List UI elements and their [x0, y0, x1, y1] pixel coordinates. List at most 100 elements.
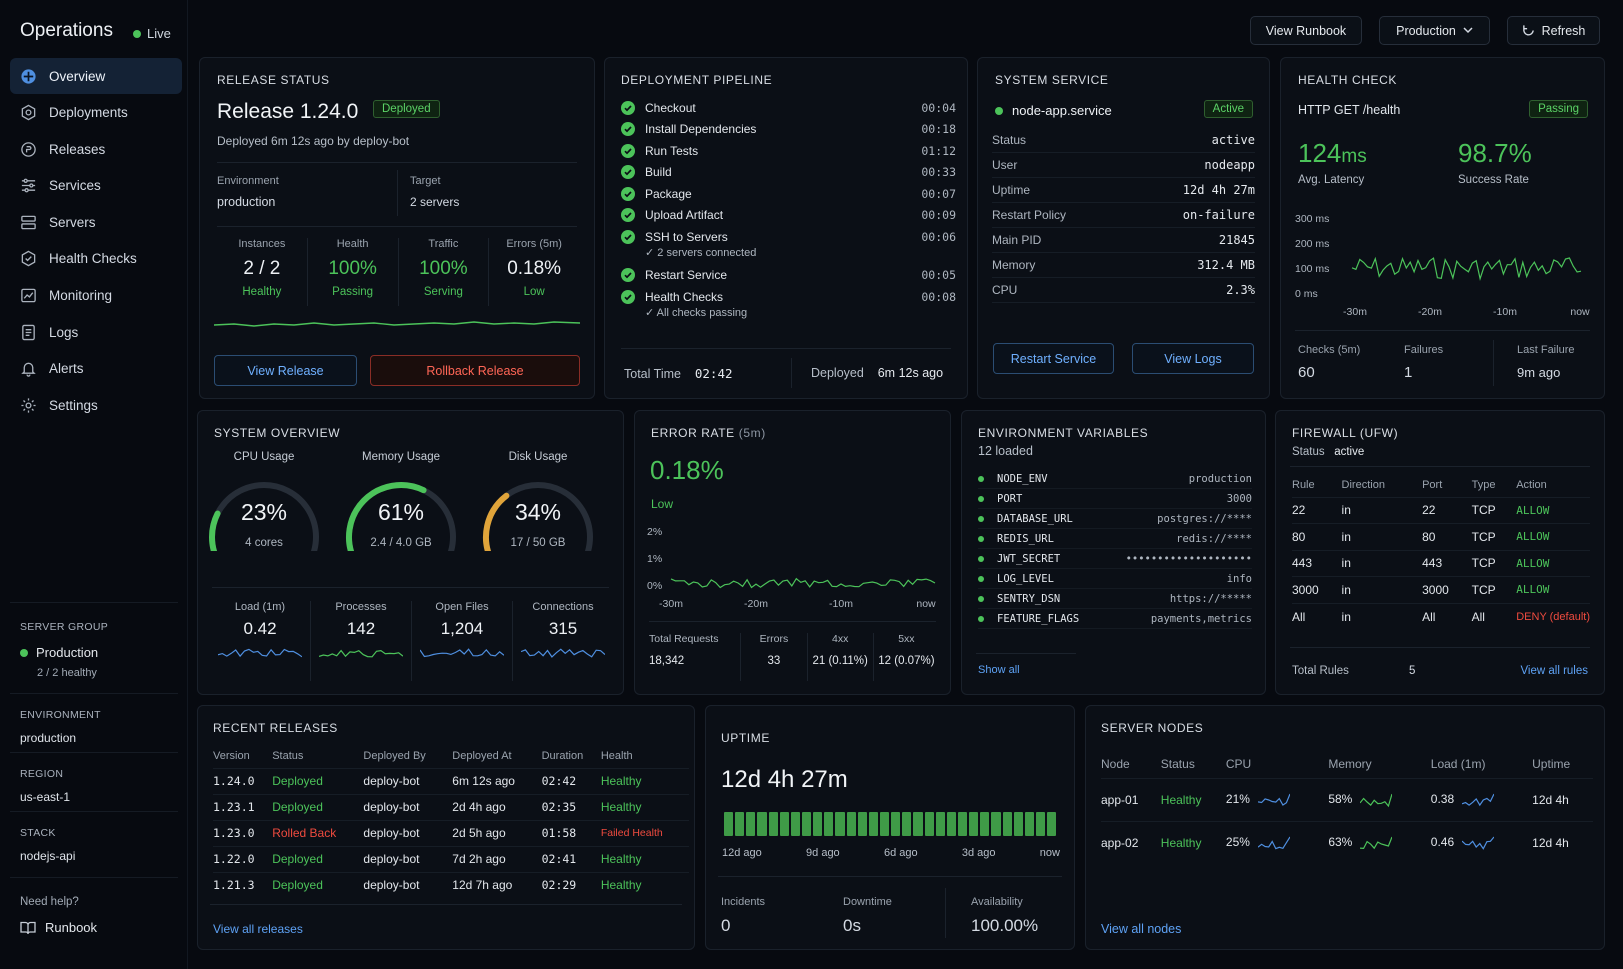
sidebar-item-overview[interactable]: Overview: [10, 58, 182, 94]
gauge-value: 23%: [240, 499, 288, 525]
refresh-button[interactable]: Refresh: [1507, 16, 1600, 45]
sidebar-item-settings[interactable]: Settings: [10, 387, 182, 423]
view-logs-button[interactable]: View Logs: [1132, 343, 1254, 374]
cell-value: 0.38: [1430, 791, 1455, 806]
environment-select-value: Production: [1396, 23, 1456, 38]
view-all-nodes-link[interactable]: View all nodes: [1101, 922, 1182, 936]
table-cell: Healthy: [600, 800, 642, 814]
view-all-releases-link[interactable]: View all releases: [213, 922, 303, 936]
stat-label: 5xx: [898, 633, 915, 645]
x-tick-label: -10m: [1493, 306, 1517, 318]
rollback-release-button[interactable]: Rollback Release: [370, 355, 580, 386]
status-dot-icon: [978, 615, 984, 622]
view-release-button[interactable]: View Release: [214, 355, 357, 386]
chevron-down-icon: [1463, 27, 1473, 34]
table-row[interactable]: app-01 Healthy 21% 58% 0.38 12d 4h: [1101, 778, 1593, 821]
env-var-value: 3000: [1226, 492, 1252, 505]
stat-sparkline: [318, 649, 404, 658]
sidebar-item-alerts[interactable]: Alerts: [10, 351, 182, 387]
table-row[interactable]: app-02 Healthy 25% 63% 0.46 12d 4h: [1101, 821, 1593, 864]
env-var-key: NODE_ENV: [997, 472, 1048, 485]
stat-label: Errors: [759, 633, 789, 645]
table-cell: ALLOW: [1516, 583, 1550, 597]
table-cell: Rolled Back: [272, 826, 337, 840]
show-all-link[interactable]: Show all: [978, 664, 1020, 676]
table-row[interactable]: 1.23.1 Deployed deploy-bot 2d 4h ago 02:35 He…: [213, 794, 689, 820]
service-row: Main PID 21845: [992, 228, 1255, 253]
table-row[interactable]: 1.21.3 Deployed deploy-bot 12d 7h ago 02:29 H…: [213, 872, 689, 898]
sidebar-item-label: Settings: [49, 397, 98, 413]
view-runbook-button[interactable]: View Runbook: [1250, 16, 1362, 45]
service-row: CPU 2.3%: [992, 278, 1255, 303]
sidebar-item-deployments[interactable]: Deployments: [10, 95, 182, 131]
stat-label: Open Files: [435, 601, 489, 613]
env-var-value: production: [1188, 472, 1252, 485]
runbook-link[interactable]: Runbook: [20, 920, 97, 935]
runbook-label: Runbook: [45, 920, 98, 935]
table-cell: deploy-bot: [363, 774, 420, 788]
incidents-label: Incidents: [721, 896, 766, 908]
restart-service-button[interactable]: Restart Service: [993, 343, 1114, 374]
env-var-key: FEATURE_FLAGS: [997, 612, 1080, 625]
card-title: SYSTEM SERVICE: [995, 73, 1109, 87]
pipeline-step: Restart Service 00:05: [621, 265, 956, 287]
table-cell: 02:41: [541, 852, 577, 866]
table-row[interactable]: 1.23.0 Rolled Back deploy-bot 2d 5h ago 01:5…: [213, 820, 689, 846]
table-cell: 12d 7h ago: [452, 878, 513, 893]
y-tick-label: 1%: [647, 553, 662, 565]
stat-value: 142: [346, 619, 376, 638]
view-all-rules-link[interactable]: View all rules: [1520, 665, 1588, 677]
step-name: Health Checks: [645, 289, 724, 304]
environment-value: production: [217, 195, 276, 209]
stat-label: Processes: [335, 601, 387, 613]
node-sparkline: [1257, 836, 1291, 850]
total-rules-value: 5: [1409, 665, 1416, 677]
column-header: Memory: [1328, 756, 1372, 771]
server-group[interactable]: Production: [20, 645, 98, 660]
uptime-bar: [902, 812, 912, 836]
uptime-bar: [913, 812, 923, 836]
uptime-bar: [1013, 812, 1023, 836]
uptime-bar: [1035, 812, 1046, 836]
sidebar-item-monitoring[interactable]: Monitoring: [10, 278, 182, 314]
environment-select[interactable]: Production: [1379, 16, 1490, 45]
server-group-sub: 2 / 2 healthy: [37, 667, 97, 679]
sidebar-divider: [10, 693, 178, 694]
sidebar-item-health-checks[interactable]: Health Checks: [10, 241, 182, 277]
table-cell: TCP: [1471, 556, 1496, 571]
column-header: Status: [1160, 756, 1195, 771]
service-row: Status active: [992, 128, 1255, 153]
env-var-row: REDIS_URL redis://****: [978, 529, 1252, 549]
table-cell: ALLOW: [1516, 503, 1550, 517]
table-cell: 1.21.3: [213, 878, 255, 893]
releases-icon: [21, 141, 36, 157]
table-cell: Failed Health: [600, 827, 663, 839]
stat-label: 4xx: [831, 633, 849, 645]
error-rate-level: Low: [651, 497, 674, 511]
divider: [1295, 330, 1590, 331]
service-row: Uptime 12d 4h 27m: [992, 178, 1255, 203]
stat-value: 0.42: [243, 619, 277, 638]
metric-label: Errors (5m): [506, 238, 562, 250]
sidebar-item-services[interactable]: Services: [10, 168, 182, 204]
card-title: SYSTEM OVERVIEW: [214, 426, 341, 440]
gauge-fill: [346, 482, 427, 551]
x-tick-label: -20m: [744, 598, 768, 610]
y-tick-label: 0%: [647, 580, 662, 592]
step-note: ✓ 2 servers connected: [645, 246, 757, 259]
stat-value: 315: [548, 619, 578, 638]
table-cell: ALLOW: [1516, 556, 1550, 570]
uptime-bar: [835, 812, 845, 836]
sidebar-item-releases[interactable]: Releases: [10, 131, 182, 167]
table-row[interactable]: 1.22.0 Deployed deploy-bot 7d 2h ago 02:41 He…: [213, 846, 689, 872]
table-cell: in: [1341, 556, 1351, 571]
sidebar-item-servers[interactable]: Servers: [10, 204, 182, 240]
table-cell: Deployed: [272, 774, 323, 788]
table-row[interactable]: 1.24.0 Deployed deploy-bot 6m 12s ago 02:42 H…: [213, 768, 689, 794]
sidebar-item-logs[interactable]: Logs: [10, 314, 182, 350]
health-check-card: HEALTH CHECK HTTP GET /health Passing 12…: [1280, 57, 1605, 399]
table-header: Rule Direction Port Type Action: [1292, 473, 1590, 497]
step-name: Checkout: [645, 100, 696, 115]
step-name: Upload Artifact: [645, 208, 724, 223]
error-rate-chart: 2% 1% 0% -30m -20m -10m now: [647, 526, 936, 610]
